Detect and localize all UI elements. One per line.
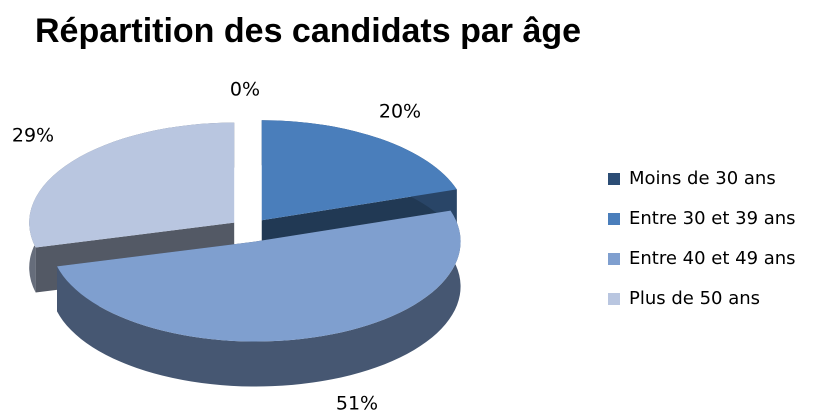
data-label: 0% <box>230 79 260 101</box>
legend-label: Entre 30 et 39 ans <box>629 208 796 229</box>
chart-title: Répartition des candidats par âge <box>35 12 581 50</box>
slice-top <box>29 122 235 248</box>
legend-label: Plus de 50 ans <box>629 288 760 309</box>
legend-label: Moins de 30 ans <box>629 168 776 189</box>
slice-top <box>261 120 457 221</box>
slice-side <box>57 210 461 387</box>
data-label: 20% <box>379 101 421 123</box>
pie-slice <box>57 210 461 387</box>
legend-swatch <box>608 293 620 305</box>
legend-label: Entre 40 et 49 ans <box>629 248 796 269</box>
data-label: 51% <box>336 393 378 415</box>
legend-swatch <box>608 213 620 225</box>
legend-swatch <box>608 253 620 265</box>
legend-swatch <box>608 173 620 185</box>
data-label: 29% <box>12 125 54 147</box>
slice-top <box>57 210 461 342</box>
